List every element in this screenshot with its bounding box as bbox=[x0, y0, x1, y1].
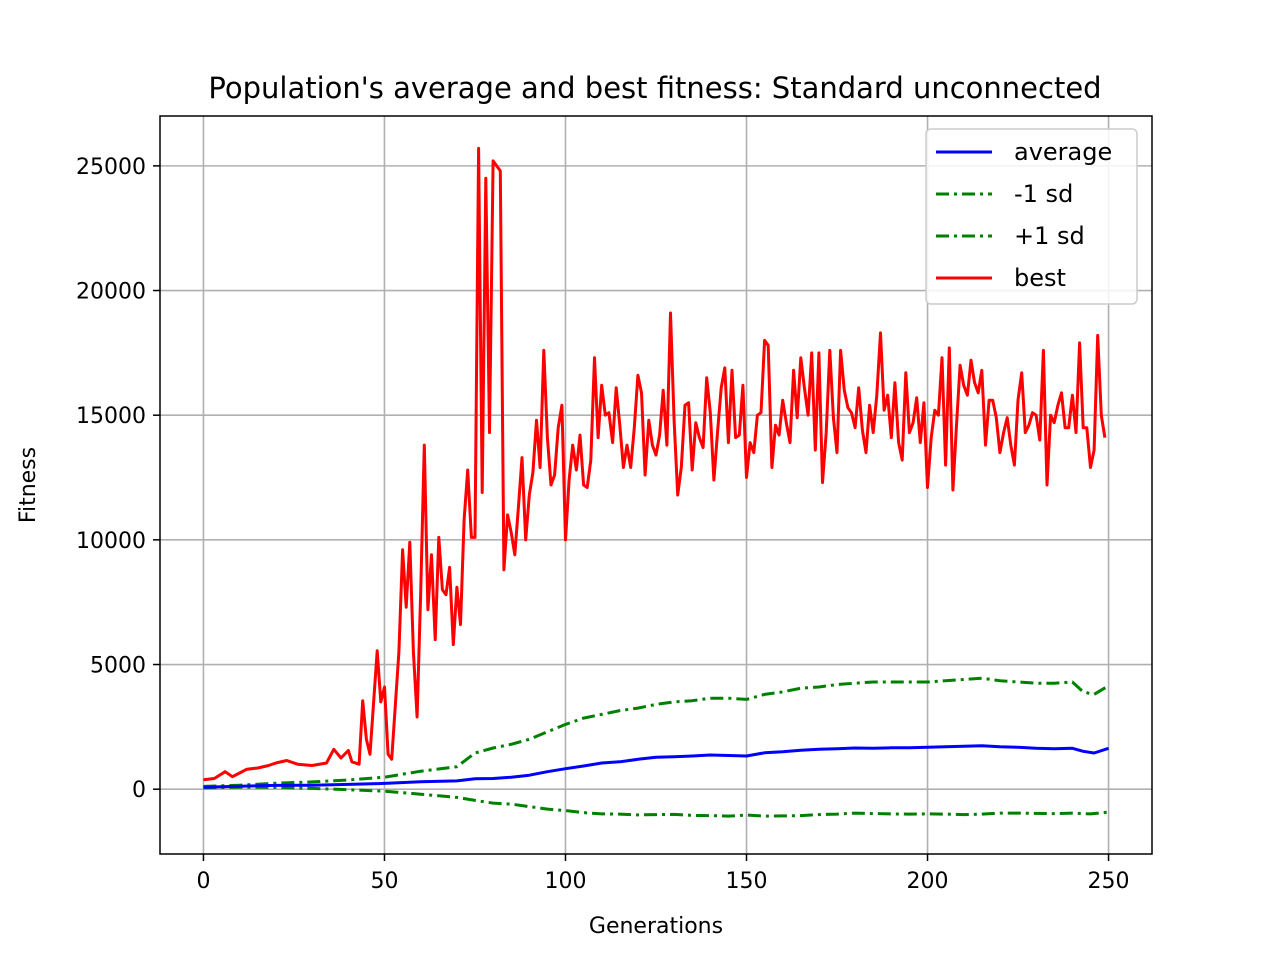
x-tick-label-1: 50 bbox=[370, 869, 398, 894]
y-tick-label-0: 0 bbox=[132, 778, 146, 803]
chart-title: Population's average and best fitness: S… bbox=[208, 71, 1101, 105]
y-axis-label: Fitness bbox=[16, 447, 41, 523]
series-line-best-3 bbox=[203, 146, 1107, 782]
x-axis-label: Generations bbox=[589, 914, 723, 939]
legend-label-0: average bbox=[1014, 138, 1112, 166]
x-tick-label-0: 0 bbox=[196, 869, 210, 894]
x-tick-label-2: 100 bbox=[544, 869, 586, 894]
y-tick-label-1: 5000 bbox=[90, 654, 146, 679]
legend-label-1: -1 sd bbox=[1014, 180, 1073, 208]
x-tick-label-4: 200 bbox=[907, 869, 949, 894]
plot-frame bbox=[159, 115, 1153, 855]
legend-label-3: best bbox=[1014, 264, 1066, 292]
x-axis: 0 50 100 150 200 250 bbox=[196, 854, 1130, 894]
x-tick-label-3: 150 bbox=[726, 869, 768, 894]
y-tick-label-3: 15000 bbox=[76, 404, 146, 429]
y-axis: 0 5000 10000 15000 20000 25000 bbox=[76, 155, 160, 803]
y-tick-label-2: 10000 bbox=[76, 529, 146, 554]
legend: average -1 sd +1 sd best bbox=[925, 128, 1138, 305]
legend-box bbox=[925, 128, 1138, 305]
y-tick-label-4: 20000 bbox=[76, 280, 146, 305]
series-line-average-0 bbox=[203, 744, 1110, 789]
series-layer bbox=[203, 146, 1110, 818]
series-line-1-sd-2 bbox=[203, 676, 1110, 788]
y-tick-label-5: 25000 bbox=[76, 155, 146, 180]
legend-label-2: +1 sd bbox=[1014, 222, 1085, 250]
x-tick-label-5: 250 bbox=[1088, 869, 1130, 894]
